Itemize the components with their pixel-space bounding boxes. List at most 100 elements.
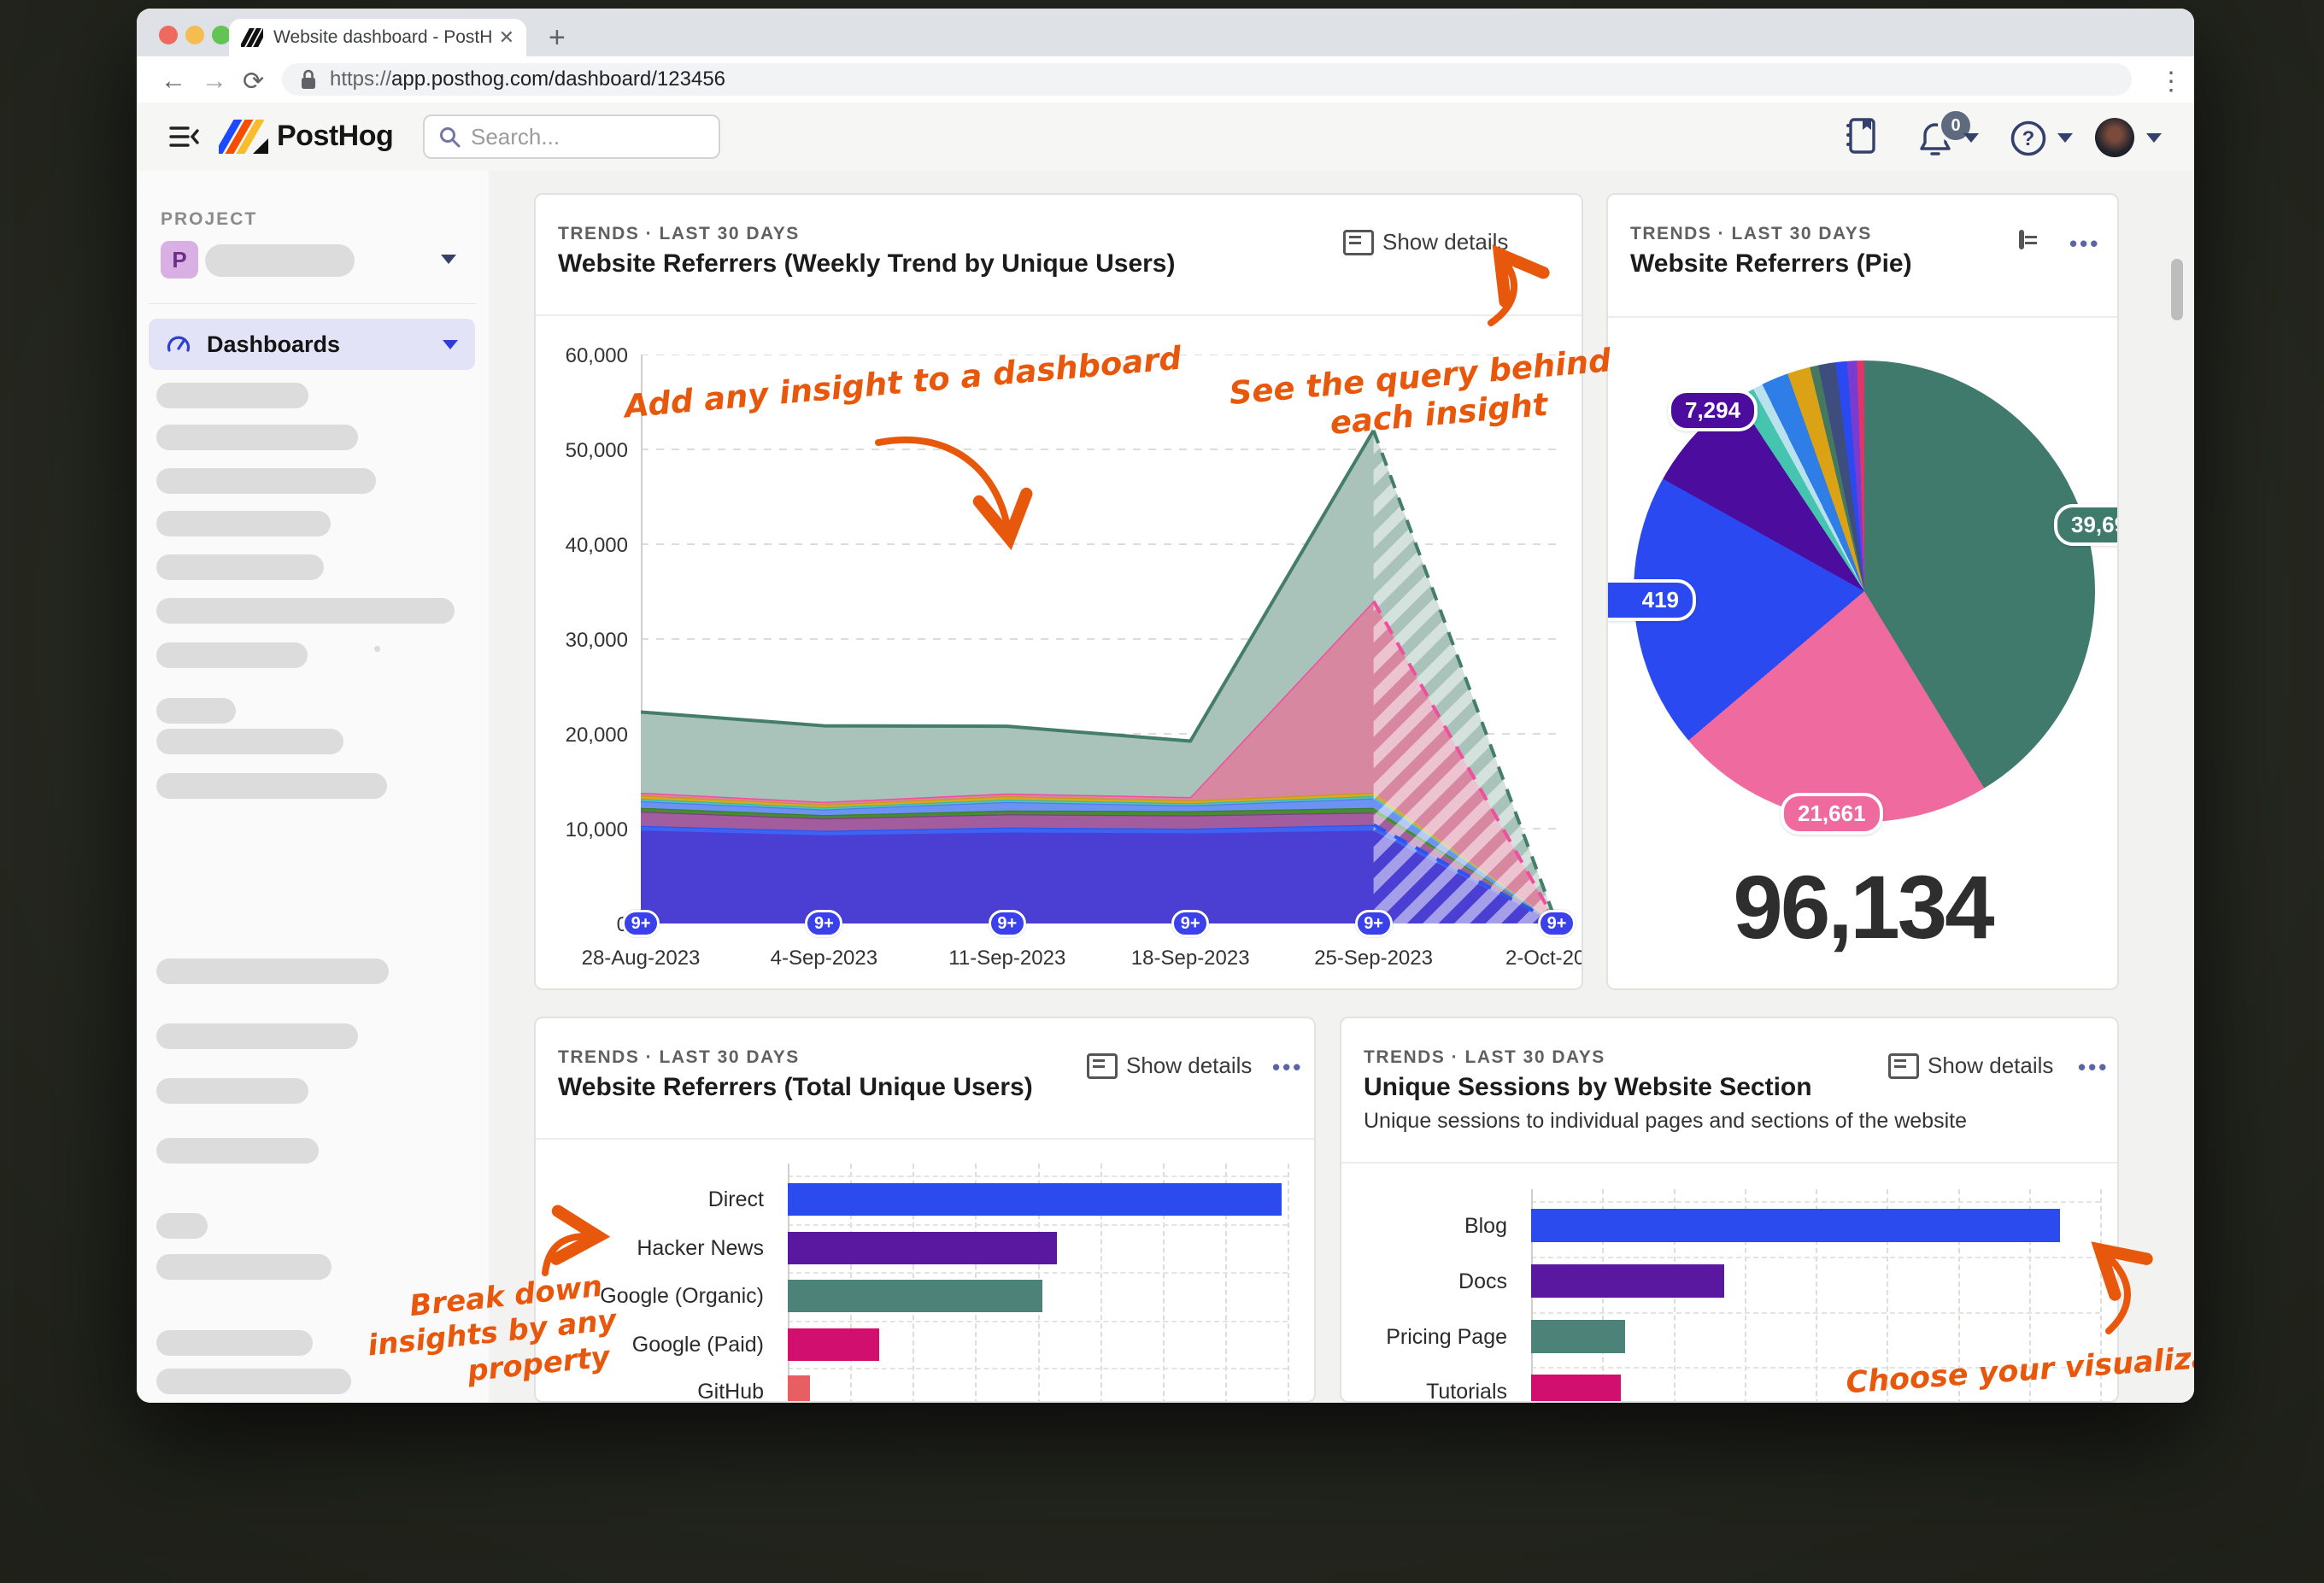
sidebar-placeholder <box>156 729 343 754</box>
bar-category-label: Hacker News <box>637 1236 764 1260</box>
dashboards-icon <box>167 336 191 352</box>
card-divider <box>1608 316 2117 318</box>
dashboards-caret-icon <box>443 339 458 349</box>
sidebar-placeholder <box>156 598 455 624</box>
tab-close-icon[interactable]: ✕ <box>498 26 514 48</box>
bar-category-label: Google (Paid) <box>631 1333 764 1357</box>
sidebar-placeholder <box>156 1078 308 1104</box>
sidebar-item-dashboards[interactable]: Dashboards <box>149 319 475 370</box>
y-tick-label: 60,000 <box>565 344 628 367</box>
sidebar-divider <box>149 303 477 304</box>
sidebar: PROJECT P Dashboards <box>137 171 490 1403</box>
lock-icon <box>302 69 315 89</box>
browser-tab[interactable]: Website dashboard - PostHog ✕ <box>229 19 526 56</box>
card-kicker: TRENDS · LAST 30 DAYS <box>558 1047 800 1067</box>
bar-category-label: Direct <box>707 1187 764 1211</box>
card-unique-sessions: TRENDS · LAST 30 DAYS Unique Sessions by… <box>1340 1017 2119 1403</box>
bar[interactable] <box>1531 1264 1724 1298</box>
sidebar-placeholder <box>156 698 236 724</box>
overflow-badge[interactable]: 9+ <box>1538 910 1576 937</box>
overflow-badge[interactable]: 9+ <box>805 910 843 937</box>
card-title: Website Referrers (Pie) <box>1630 249 1912 278</box>
card-title: Website Referrers (Weekly Trend by Uniqu… <box>558 249 1176 278</box>
sidebar-placeholder <box>156 511 331 536</box>
posthog-logo-icon[interactable] <box>219 120 268 154</box>
card-divider <box>1341 1162 2117 1164</box>
card-divider <box>536 314 1582 316</box>
url-text: https://app.posthog.com/dashboard/123456 <box>330 67 726 91</box>
details-icon <box>1343 229 1374 255</box>
pie-slice-label: 21,661 <box>1781 793 1883 835</box>
sidebar-placeholder <box>156 773 387 799</box>
x-tick-label: 11-Sep-2023 <box>948 947 1066 970</box>
forward-icon[interactable]: → <box>202 67 227 95</box>
x-tick-label: 4-Sep-2023 <box>770 947 878 970</box>
tab-strip: Website dashboard - PostHog ✕ + <box>137 9 2194 56</box>
search-placeholder: Search... <box>471 123 560 150</box>
sidebar-placeholder <box>156 383 308 408</box>
refresh-icon[interactable]: ⟳ <box>243 67 265 96</box>
y-tick-label: 10,000 <box>565 818 628 841</box>
help-caret-icon[interactable] <box>2057 133 2073 143</box>
close-window-button[interactable] <box>159 26 178 44</box>
card-weekly-trend: TRENDS · LAST 30 DAYS Website Referrers … <box>534 193 1583 990</box>
sidebar-placeholder <box>156 1254 332 1280</box>
y-tick-label: 30,000 <box>565 629 628 652</box>
y-tick-label: 50,000 <box>565 439 628 462</box>
user-menu-caret-icon[interactable] <box>2146 133 2162 143</box>
bar[interactable] <box>1531 1375 1621 1401</box>
browser-menu-icon[interactable]: ⋮ <box>2158 67 2184 96</box>
project-section-label: PROJECT <box>161 209 258 229</box>
more-options-icon[interactable]: ••• <box>2078 1054 2110 1080</box>
dashboard-main: TRENDS · LAST 30 DAYS Website Referrers … <box>489 171 2194 1403</box>
zoom-window-button[interactable] <box>212 26 231 44</box>
url-bar[interactable]: https://app.posthog.com/dashboard/123456 <box>282 63 2132 96</box>
y-tick-label: 20,000 <box>565 724 628 747</box>
more-options-icon[interactable]: ••• <box>1272 1054 1304 1080</box>
details-icon <box>1888 1052 1919 1079</box>
user-avatar[interactable] <box>2095 118 2134 157</box>
posthog-favicon <box>241 26 263 49</box>
card-kicker: TRENDS · LAST 30 DAYS <box>1364 1047 1605 1067</box>
sidebar-placeholder <box>156 642 308 668</box>
bar[interactable] <box>1531 1320 1625 1353</box>
scrollbar-thumb[interactable] <box>2171 259 2183 320</box>
bar[interactable] <box>788 1375 810 1401</box>
back-icon[interactable]: ← <box>161 67 186 95</box>
show-details-button[interactable]: Show details <box>1087 1052 1252 1079</box>
overflow-badge[interactable]: 9+ <box>622 910 660 937</box>
show-details-button[interactable]: Show details <box>1888 1052 2053 1079</box>
bar[interactable] <box>788 1328 879 1361</box>
browser-toolbar: ← → ⟳ https://app.posthog.com/dashboard/… <box>137 56 2194 103</box>
details-icon[interactable] <box>2019 230 2024 249</box>
bar-category-label: Google (Organic) <box>600 1284 764 1308</box>
bar[interactable] <box>788 1183 1282 1216</box>
bar[interactable] <box>788 1280 1042 1312</box>
overflow-badge[interactable]: 9+ <box>988 910 1026 937</box>
show-details-button[interactable]: Show details <box>1343 229 1508 255</box>
bar-category-label: Tutorials <box>1426 1379 1507 1403</box>
overflow-badge[interactable]: 9+ <box>1171 910 1210 937</box>
overflow-badge[interactable]: 9+ <box>1354 910 1393 937</box>
search-input[interactable]: Search... <box>423 114 720 159</box>
sidebar-placeholder <box>156 1023 358 1049</box>
bar[interactable] <box>788 1232 1057 1264</box>
sidebar-item-label: Dashboards <box>207 331 341 357</box>
card-divider <box>536 1138 1314 1140</box>
bar[interactable] <box>1531 1209 2060 1242</box>
project-avatar[interactable]: P <box>161 241 198 278</box>
card-kicker: TRENDS · LAST 30 DAYS <box>558 224 800 243</box>
sidebar-placeholder <box>156 1369 351 1394</box>
new-tab-button[interactable]: + <box>549 21 566 54</box>
project-caret-icon[interactable] <box>441 255 456 264</box>
help-icon[interactable]: ? <box>2010 120 2047 157</box>
pie-chart <box>1634 361 2095 822</box>
minimize-window-button[interactable] <box>185 26 204 44</box>
more-options-icon[interactable]: ••• <box>2069 231 2101 256</box>
notifications-caret-icon[interactable] <box>1963 133 1979 143</box>
tab-title: Website dashboard - PostHog <box>273 27 492 47</box>
brand-name[interactable]: PostHog <box>277 120 394 152</box>
sidebar-collapse-icon[interactable] <box>169 123 200 150</box>
project-name-placeholder <box>205 244 355 277</box>
notebook-icon[interactable] <box>1846 118 1876 154</box>
